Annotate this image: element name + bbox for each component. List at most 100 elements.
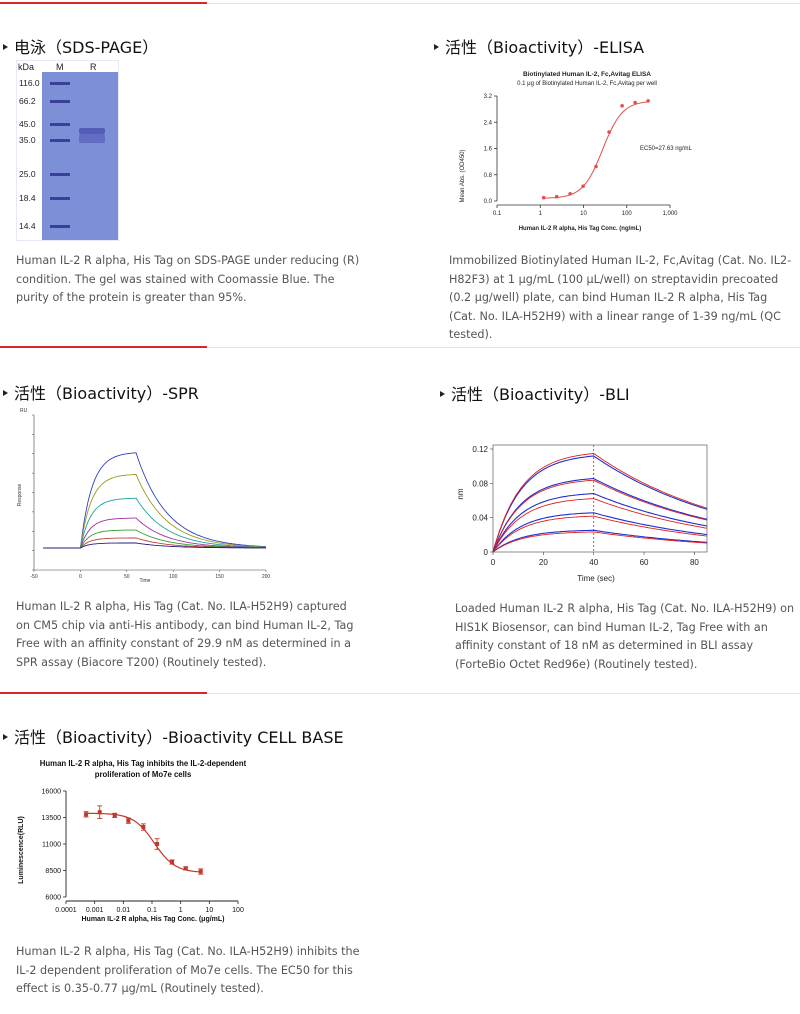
cell-x-tick-label: 0.0001 — [55, 907, 77, 914]
bli-y-label: nm — [456, 488, 465, 499]
elisa-y-tick-label: 2.4 — [484, 120, 493, 126]
spr-x-tick-label: 100 — [169, 574, 178, 580]
bli-y-tick-label: 0.12 — [472, 445, 488, 454]
bli-sensorgram-series — [492, 515, 708, 553]
spr-description: Human IL-2 R alpha, His Tag (Cat. No. IL… — [16, 600, 354, 669]
bullet-triangle-icon — [3, 734, 8, 740]
cell-y-label: Luminescence(RLU) — [18, 816, 25, 884]
cell-chart-title-line2: proliferation of Mo7e cells — [95, 770, 192, 779]
elisa-y-tick-label: 1.6 — [484, 147, 493, 153]
elisa-data-point — [607, 130, 611, 134]
cell-chart-title-line1: Human IL-2 R alpha, His Tag inhibits the… — [40, 759, 247, 768]
elisa-x-tick-label: 100 — [622, 211, 633, 217]
cell-base-title: 活性（Bioactivity）-Bioactivity CELL BASE — [3, 724, 344, 748]
spr-x-tick-label: 200 — [262, 574, 271, 580]
cell-base-chart: Human IL-2 R alpha, His Tag inhibits the… — [18, 759, 247, 923]
spr-title: 活性（Bioactivity）-SPR — [3, 380, 199, 404]
sample-band — [79, 128, 105, 143]
section-divider — [0, 347, 800, 348]
elisa-x-label: Human IL-2 R alpha, His Tag Conc. (ng/mL… — [519, 226, 642, 232]
bli-y-tick-label: 0.04 — [472, 514, 488, 523]
bli-sensorgram-series — [492, 477, 708, 553]
bli-sensorgram-series — [492, 455, 708, 553]
section-accent-bar — [0, 346, 207, 348]
cell-data-point — [183, 866, 188, 871]
bli-chart: nm Time (sec) 0 0.04 0.08 0.12 0 20 40 60 80 — [456, 444, 708, 583]
elisa-x-tick-label: 1 — [539, 211, 543, 217]
elisa-fit-curve — [543, 101, 649, 199]
spr-x-tick-label: 50 — [124, 574, 130, 580]
cell-x-tick-label: 0.1 — [147, 907, 157, 914]
cell-x-tick-label: 0.01 — [117, 907, 131, 914]
sds-page-title: 电泳（SDS-PAGE） — [3, 34, 158, 58]
ladder-label: 45.0 — [19, 119, 36, 129]
bli-x-tick-label: 40 — [589, 558, 598, 567]
elisa-x-tick-label: 1,000 — [662, 211, 678, 217]
cell-x-tick-label: 0.001 — [86, 907, 104, 914]
cell-x-tick-label: 10 — [205, 907, 213, 914]
elisa-data-point — [581, 184, 585, 189]
bli-title: 活性（Bioactivity）-BLI — [440, 381, 630, 405]
gel-kda-label: kDa — [18, 62, 34, 72]
cell-description: Human IL-2 R alpha, His Tag (Cat. No. IL… — [16, 945, 360, 995]
elisa-ec50-annotation: EC50=27.63 ng/mL — [640, 146, 693, 152]
cell-y-tick-label: 11000 — [42, 842, 61, 849]
sds-description: Human IL-2 R alpha, His Tag on SDS-PAGE … — [16, 254, 360, 304]
elisa-chart-title: Biotinylated Human IL-2, Fc,Avitag ELISA — [523, 71, 651, 78]
elisa-y-tick-label: 0.8 — [484, 173, 493, 179]
top-divider — [0, 3, 800, 4]
elisa-y-label: Mean Abs. (OD450) — [460, 149, 466, 202]
cell-data-point — [84, 812, 89, 817]
ladder-label: 116.0 — [19, 78, 40, 88]
cell-x-tick-label: 1 — [179, 907, 183, 914]
bli-sensorgram-series — [492, 531, 708, 553]
elisa-x-tick-label: 10 — [580, 211, 587, 217]
cell-x-label: Human IL-2 R alpha, His Tag Conc. (μg/mL… — [82, 916, 225, 923]
section-divider — [0, 693, 800, 694]
bli-x-tick-label: 0 — [491, 558, 496, 567]
ladder-label: 18.4 — [19, 193, 36, 203]
spr-x-tick-label: 150 — [215, 574, 224, 580]
elisa-title: 活性（Bioactivity）-ELISA — [434, 34, 644, 58]
ladder-label: 25.0 — [19, 169, 36, 179]
spr-x-tick-label: -50 — [30, 574, 37, 580]
ladder-label: 35.0 — [19, 135, 36, 145]
bli-sensorgram-series — [492, 498, 708, 553]
bli-plot-frame — [492, 444, 708, 553]
cell-data-point — [126, 818, 131, 823]
elisa-data-point — [568, 191, 572, 196]
cell-y-tick-label: 6000 — [45, 895, 61, 902]
cell-data-point — [141, 825, 146, 830]
elisa-data-point — [541, 195, 546, 200]
bli-x-label: Time (sec) — [577, 574, 615, 583]
cell-data-point — [97, 810, 102, 815]
ladder-bands — [50, 82, 70, 228]
spr-chart: RU Response Time -50 0 50 100 150 200 — [17, 408, 271, 584]
bli-sensorgram-series — [492, 493, 708, 553]
spr-y-label: Response — [17, 484, 23, 507]
bli-x-tick-label: 20 — [539, 558, 548, 567]
bli-sensorgram-series — [492, 529, 708, 553]
elisa-chart: Biotinylated Human IL-2, Fc,Avitag ELISA… — [460, 71, 693, 232]
elisa-data-point — [620, 104, 624, 108]
ladder-label: 14.4 — [19, 221, 36, 231]
elisa-y-tick-label: 0.0 — [484, 199, 493, 205]
gel-lane-r-label: R — [90, 62, 97, 72]
bli-sensorgram-series — [492, 453, 708, 553]
bli-x-tick-label: 80 — [690, 558, 699, 567]
top-accent-bar — [0, 2, 207, 4]
spr-sensorgram-series — [43, 452, 267, 549]
elisa-data-point — [646, 99, 650, 103]
bli-y-tick-label: 0 — [484, 548, 489, 557]
cell-data-point — [112, 813, 117, 818]
gel-background — [42, 72, 118, 240]
bli-x-tick-label: 60 — [640, 558, 649, 567]
bli-sensorgram-series — [492, 479, 708, 553]
elisa-data-point — [594, 164, 598, 169]
bli-y-tick-label: 0.08 — [472, 479, 488, 488]
cell-data-point — [170, 860, 175, 865]
elisa-y-tick-label: 3.2 — [484, 94, 493, 100]
elisa-chart-subtitle: 0.1 μg of Biotinylated Human IL-2, Fc,Av… — [517, 81, 657, 87]
spr-sensorgram-series — [43, 497, 267, 549]
bullet-triangle-icon — [3, 390, 8, 396]
